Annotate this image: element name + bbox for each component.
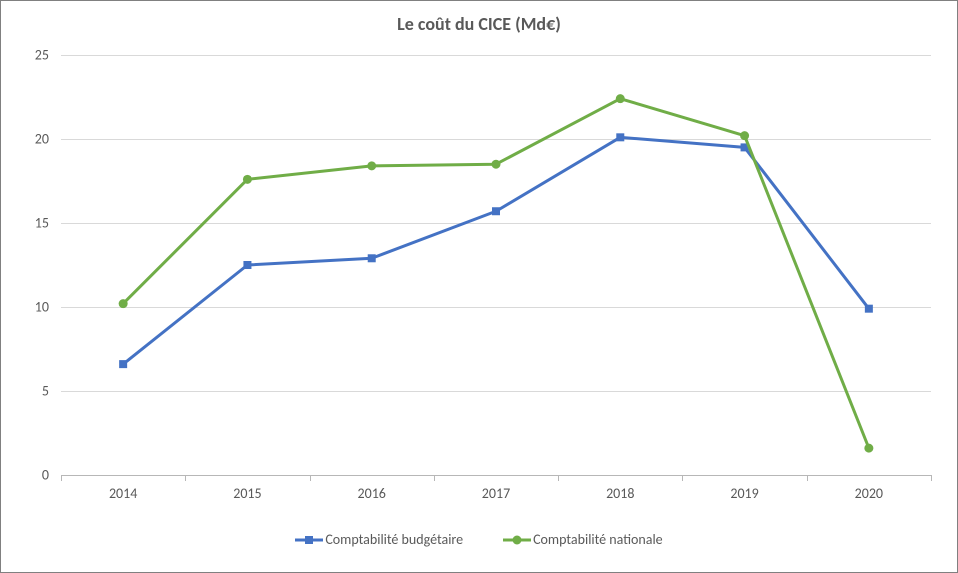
data-marker — [368, 254, 376, 262]
y-tick-label: 20 — [1, 131, 49, 148]
chart-title: Le coût du CICE (Md€) — [1, 13, 957, 35]
data-marker — [616, 94, 625, 103]
gridline — [61, 475, 931, 476]
x-tick-label: 2020 — [855, 485, 883, 502]
x-tick-mark — [931, 475, 932, 481]
data-marker — [243, 261, 251, 269]
x-tick-mark — [682, 475, 683, 481]
data-marker — [616, 133, 624, 141]
legend: Comptabilité budgétaire Comptabilité nati… — [1, 531, 957, 548]
x-tick-label: 2019 — [730, 485, 758, 502]
x-tick-label: 2016 — [358, 485, 386, 502]
data-marker — [119, 299, 128, 308]
chart-frame: Le coût du CICE (Md€) 0 5 10 15 20 25 2014 201… — [0, 0, 958, 573]
data-marker — [119, 360, 127, 368]
data-marker — [740, 131, 749, 140]
y-tick-label: 10 — [1, 299, 49, 316]
x-tick-mark — [558, 475, 559, 481]
x-tick-label: 2014 — [109, 485, 137, 502]
legend-swatch — [503, 533, 531, 547]
y-tick-label: 15 — [1, 215, 49, 232]
x-tick-mark — [434, 475, 435, 481]
legend-swatch — [295, 533, 323, 547]
data-marker — [492, 207, 500, 215]
data-marker — [492, 160, 501, 169]
legend-label: Comptabilité budgétaire — [325, 531, 463, 548]
line-layer — [61, 55, 931, 475]
x-tick-label: 2017 — [482, 485, 510, 502]
data-marker — [367, 161, 376, 170]
data-marker — [865, 305, 873, 313]
x-tick-label: 2015 — [233, 485, 261, 502]
y-tick-label: 0 — [1, 467, 49, 484]
legend-item: Comptabilité budgétaire — [295, 531, 463, 548]
data-marker — [864, 444, 873, 453]
x-tick-mark — [61, 475, 62, 481]
plot-area — [61, 55, 931, 475]
legend-item: Comptabilité nationale — [503, 531, 663, 548]
series-line — [123, 137, 869, 364]
x-tick-label: 2018 — [606, 485, 634, 502]
data-marker — [243, 175, 252, 184]
y-tick-label: 5 — [1, 383, 49, 400]
x-tick-mark — [310, 475, 311, 481]
x-tick-mark — [185, 475, 186, 481]
legend-label: Comptabilité nationale — [533, 531, 663, 548]
y-tick-label: 25 — [1, 47, 49, 64]
x-tick-mark — [807, 475, 808, 481]
